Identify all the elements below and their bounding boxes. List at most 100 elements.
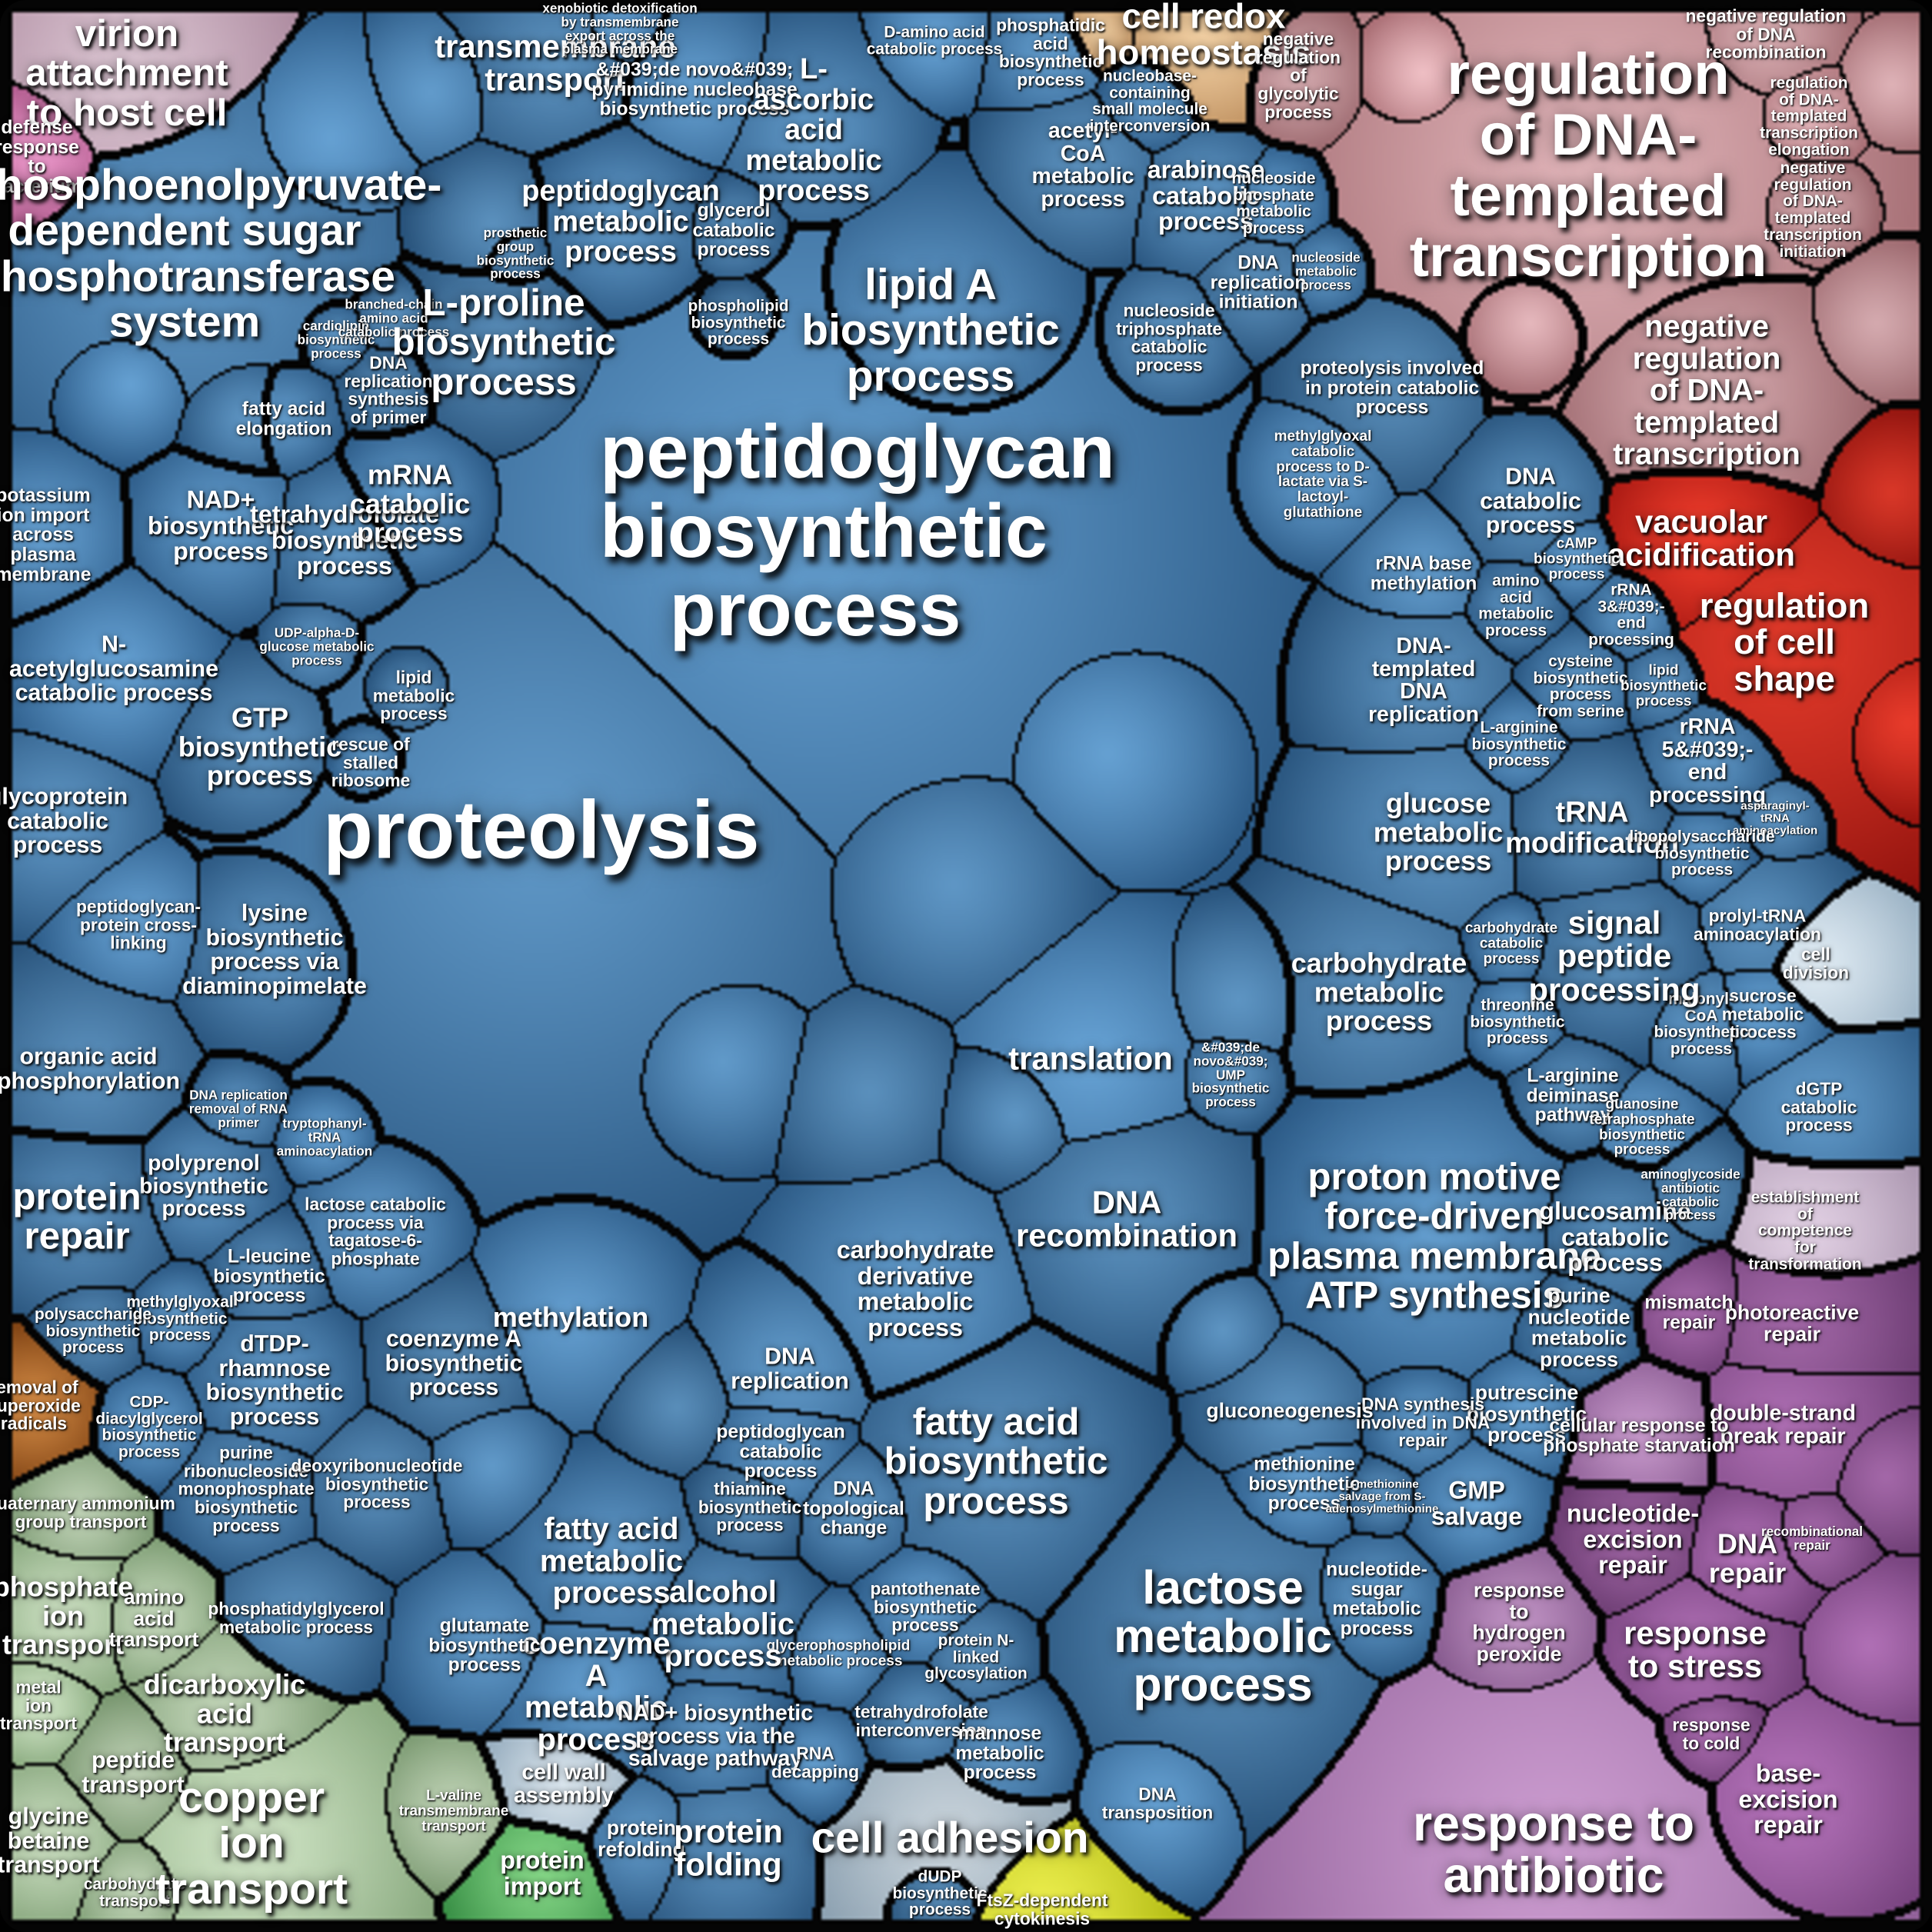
cell-label-pantothenate-biosynthetic-process[interactable]: pantothenate biosynthetic process [870, 1578, 981, 1635]
cell-label-methylglyoxal-catabolic-process-to-d-lacta[interactable]: methylglyoxal catabolic process to D- la… [1274, 428, 1372, 521]
cell-label-lipid-biosynthetic-process[interactable]: lipid biosynthetic process [1621, 662, 1707, 709]
cell-label-branched-chain-amino-acid-catabolic-proces[interactable]: branched-chain amino acid catabolic proc… [338, 297, 450, 339]
cell-label-base-excision-repair[interactable]: base- excision repair [1738, 1759, 1838, 1839]
cell-label-response-to-stress[interactable]: response to stress [1624, 1614, 1767, 1684]
cell-label-mrna-catabolic-process[interactable]: mRNA catabolic process [349, 458, 471, 548]
cell-label-metal-ion-transport[interactable]: metal ion transport [0, 1677, 78, 1734]
cell-label-negative-regulation-of-glycolytic-process[interactable]: negative regulation of glycolytic proces… [1255, 28, 1341, 122]
cell-label-gtp-biosynthetic-process[interactable]: GTP biosynthetic process [178, 701, 342, 791]
cell-label-glycerol-catabolic-process[interactable]: glycerol catabolic process [692, 200, 775, 261]
cell-label-de-novo-pyrimidine-nucleobase-biosynthetic[interactable]: &#039;de novo&#039; pyrimidine nucleobas… [591, 59, 798, 120]
cell-label-rna-decapping[interactable]: RNA decapping [771, 1743, 859, 1781]
cell-label-dna-topological-change[interactable]: DNA topological change [803, 1478, 904, 1539]
cell-label-dna-replication-initiation[interactable]: DNA replication initiation [1210, 252, 1307, 313]
cell-label-dgtp-catabolic-process[interactable]: dGTP catabolic process [1780, 1078, 1857, 1135]
cell-label-regulation-of-dna-templated-transcription-[interactable]: regulation of DNA- templated transcripti… [1760, 74, 1858, 159]
cell-label-d-amino-acid-catabolic-process[interactable]: D-amino acid catabolic process [866, 23, 1003, 58]
cell-label-threonine-biosynthetic-process[interactable]: threonine biosynthetic process [1470, 996, 1565, 1048]
cell-label-photoreactive-repair[interactable]: photoreactive repair [1724, 1301, 1860, 1345]
cell-label-glucose-metabolic-process[interactable]: glucose metabolic process [1373, 787, 1504, 877]
cell-label-putrescine-biosynthetic-process[interactable]: putrescine biosynthetic process [1466, 1381, 1587, 1447]
cell-label-regulation-of-cell-shape[interactable]: regulation of cell shape [1699, 585, 1870, 698]
cell-label-thiamine-biosynthetic-process[interactable]: thiamine biosynthetic process [698, 1478, 802, 1535]
cell-label-gmp-salvage[interactable]: GMP salvage [1431, 1476, 1523, 1530]
cell-label-polyprenol-biosynthetic-process[interactable]: polyprenol biosynthetic process [139, 1151, 268, 1221]
cell-label-acetyl-coa-metabolic-process[interactable]: acetyl- CoA metabolic process [1031, 118, 1134, 212]
cell-label-proteolysis[interactable]: proteolysis [323, 784, 760, 876]
cell-label-dna-templated-dna-replication[interactable]: DNA- templated DNA replication [1367, 633, 1480, 727]
cell-label-vacuolar-acidification[interactable]: vacuolar acidification [1607, 503, 1795, 573]
cell-label-peptidoglycan-metabolic-process[interactable]: peptidoglycan metabolic process [521, 175, 720, 268]
cell-label-asparaginyl-trna-aminoacylation[interactable]: asparaginyl- tRNA aminoacylation [1732, 799, 1818, 837]
cell-label-dna-transposition[interactable]: DNA transposition [1101, 1784, 1214, 1822]
cell-label-cellular-response-to-phosphate-starvation[interactable]: cellular response to phosphate starvatio… [1543, 1415, 1735, 1456]
cell-label-double-strand-break-repair[interactable]: double-strand break repair [1710, 1401, 1856, 1448]
cell-label-fatty-acid-metabolic-process[interactable]: fatty acid metabolic process [539, 1511, 684, 1610]
cell-label-phosphatidic-acid-biosynthetic-process[interactable]: phosphatidic acid biosynthetic process [996, 15, 1105, 90]
cell-label-quaternary-ammonium-group-transport[interactable]: quaternary ammonium group transport [0, 1493, 175, 1531]
cell-label-glycerophospholipid-metabolic-process[interactable]: glycerophospholipid metabolic process [766, 1637, 911, 1669]
cell-label-cell-adhesion[interactable]: cell adhesion [811, 1813, 1089, 1863]
cell-label-signal-peptide-processing[interactable]: signal peptide processing [1528, 904, 1700, 1008]
cell-label-fatty-acid-biosynthetic-process[interactable]: fatty acid biosynthetic process [884, 1400, 1108, 1522]
cell-label-cell-redox-homeostasis[interactable]: cell redox homeostasis [1096, 0, 1311, 72]
cell-label-nucleotide-excision-repair[interactable]: nucleotide- excision repair [1566, 1499, 1700, 1579]
cell-label-protein-repair[interactable]: protein repair [12, 1175, 142, 1257]
cell-label-negative-regulation-of-dna-recombination[interactable]: negative regulation of DNA recombination [1685, 5, 1847, 62]
cell-label-negative-regulation-of-dna-templated-trans[interactable]: negative regulation of DNA- templated tr… [1764, 158, 1862, 261]
cell-label-peptidoglycan-biosynthetic-process[interactable]: peptidoglycan biosynthetic process [600, 408, 1115, 652]
cell-label-proteolysis-involved-in-protein-catabolic-[interactable]: proteolysis involved in protein cataboli… [1300, 358, 1484, 418]
cell-label-tetrahydrofolate-interconversion[interactable]: tetrahydrofolate interconversion [854, 1701, 988, 1740]
cell-label-mismatch-repair[interactable]: mismatch repair [1644, 1292, 1734, 1333]
cell-label-glycine-betaine-transport[interactable]: glycine betaine transport [0, 1803, 100, 1878]
cell-label-cardiolipin-biosynthetic-process[interactable]: cardiolipin biosynthetic process [297, 318, 375, 361]
cell-label-deoxyribonucleotide-biosynthetic-process[interactable]: deoxyribonucleotide biosynthetic process [291, 1455, 463, 1512]
cell-label-dtdp-rhamnose-biosynthetic-process[interactable]: dTDP- rhamnose biosynthetic process [205, 1330, 344, 1430]
cell-label-dicarboxylic-acid-transport[interactable]: dicarboxylic acid transport [143, 1668, 306, 1758]
cell-label-dna-replication-synthesis-of-primer[interactable]: DNA replication synthesis of primer [344, 352, 433, 428]
cell-label-protein-folding[interactable]: protein folding [674, 1813, 783, 1883]
cell-label-defense-response-to-bacterium[interactable]: defense response to bacterium [0, 117, 82, 198]
cell-label-lactose-metabolic-process[interactable]: lactose metabolic process [1114, 1561, 1332, 1711]
cell-label-xenobiotic-detoxification-by-transmembrane[interactable]: xenobiotic detoxification by transmembra… [542, 1, 698, 57]
cell-label-nucleoside-triphosphate-catabolic-process[interactable]: nucleoside triphosphate catabolic proces… [1115, 300, 1223, 375]
cell-label-arabinose-catabolic-process[interactable]: arabinose catabolic process [1147, 155, 1265, 235]
cell-label-l-leucine-biosynthetic-process[interactable]: L-leucine biosynthetic process [213, 1246, 325, 1307]
cell-label-protein-refolding[interactable]: protein refolding [598, 1816, 685, 1860]
cell-label-glycoprotein-catabolic-process[interactable]: glycoprotein catabolic process [0, 783, 128, 858]
cell-label-l-ascorbic-acid-metabolic-process[interactable]: L- ascorbic acid metabolic process [745, 53, 882, 208]
cell-label-copper-ion-transport[interactable]: copper ion transport [155, 1773, 348, 1914]
cell-label-lysine-biosynthetic-process-via-diaminopim[interactable]: lysine biosynthetic process via diaminop… [182, 899, 367, 999]
cell-label-n-acetylglucosamine-catabolic-process[interactable]: N- acetylglucosamine catabolic process [9, 631, 218, 706]
cell-label-methionine-biosynthetic-process[interactable]: methionine biosynthetic process [1248, 1454, 1361, 1514]
cell-label-translation[interactable]: translation [1008, 1040, 1173, 1077]
cell-label-dna-synthesis-involved-in-dna-repair[interactable]: DNA synthesis involved in DNA repair [1355, 1394, 1491, 1451]
cell-label-dna-replication[interactable]: DNA replication [731, 1343, 849, 1394]
cell-label-amino-acid-metabolic-process[interactable]: amino acid metabolic process [1478, 571, 1554, 640]
cell-label-coenzyme-a-metabolic-process[interactable]: coenzyme A metabolic process [521, 1627, 671, 1757]
cell-label-l-valine-transmembrane-transport[interactable]: L-valine transmembrane transport [398, 1787, 509, 1834]
cell-label-response-to-cold[interactable]: response to cold [1672, 1714, 1750, 1753]
cell-label-carbohydrate-metabolic-process[interactable]: carbohydrate metabolic process [1291, 947, 1467, 1037]
cell-label-alcohol-metabolic-process[interactable]: alcohol metabolic process [651, 1574, 795, 1673]
cell-label-phosphatidylglycerol-metabolic-process[interactable]: phosphatidylglycerol metabolic process [208, 1598, 385, 1637]
cell-label-dna-replication-removal-of-rna-primer[interactable]: DNA replication removal of RNA primer [188, 1088, 288, 1130]
cell-label-gluconeogenesis[interactable]: gluconeogenesis [1206, 1399, 1374, 1423]
cell-label-dudp-biosynthetic-process[interactable]: dUDP biosynthetic process [892, 1867, 988, 1919]
cell-label-carbohydrate-catabolic-process[interactable]: carbohydrate catabolic process [1464, 920, 1558, 967]
cell-label-cdp-diacylglycerol-biosynthetic-process[interactable]: CDP- diacylglycerol biosynthetic process [95, 1393, 203, 1461]
cell-label-recombinational-repair[interactable]: recombinational repair [1760, 1524, 1864, 1553]
cell-label-cysteine-biosynthetic-process-from-serine[interactable]: cysteine biosynthetic process from serin… [1533, 652, 1628, 721]
cell-label-cell-division[interactable]: cell division [1782, 944, 1850, 982]
cell-label-removal-of-superoxide-radicals[interactable]: removal of superoxide radicals [0, 1377, 81, 1434]
cell-label-phospholipid-biosynthetic-process[interactable]: phospholipid biosynthetic process [688, 297, 789, 348]
cell-label-cell-wall-assembly[interactable]: cell wall assembly [514, 1760, 614, 1807]
cell-label-fatty-acid-elongation[interactable]: fatty acid elongation [235, 398, 332, 439]
cell-label-de-novo-ump-biosynthetic-process[interactable]: &#039;de novo&#039; UMP biosynthetic pro… [1191, 1040, 1270, 1110]
cell-label-tetrahydrofolate-biosynthetic-process[interactable]: tetrahydrofolate biosynthetic process [250, 500, 439, 580]
cell-label-amino-acid-transport[interactable]: amino acid transport [108, 1585, 199, 1651]
cell-label-camp-biosynthetic-process[interactable]: cAMP biosynthetic process [1534, 535, 1620, 582]
cell-label-l-arginine-biosynthetic-process[interactable]: L-arginine biosynthetic process [1471, 718, 1567, 770]
cell-label-phosphoenolpyruvate-dependent-sugar-phosph[interactable]: phosphoenolpyruvate- dependent sugar pho… [0, 160, 442, 347]
cell-label-potassium-ion-import-across-plasma-membran[interactable]: potassium ion import across plasma membr… [0, 485, 92, 585]
